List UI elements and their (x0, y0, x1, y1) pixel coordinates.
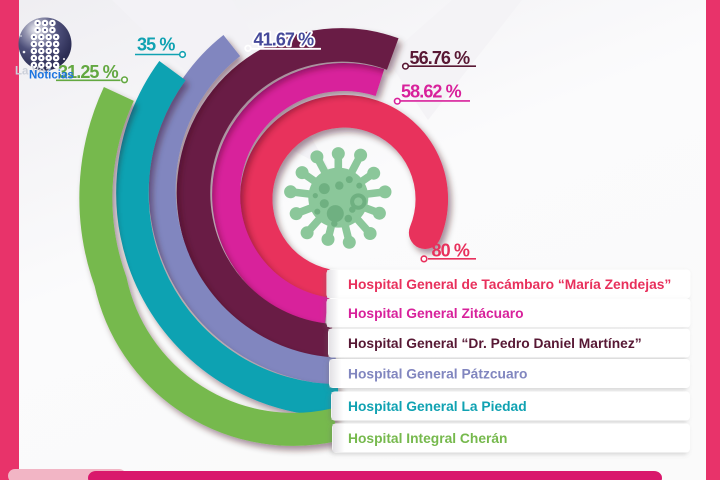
svg-text:La Voz: La Voz (15, 66, 51, 78)
svg-text:31.25 %: 31.25 % (58, 62, 119, 82)
svg-text:Noticias: Noticias (29, 70, 74, 82)
svg-text:41.67 %: 41.67 % (254, 30, 315, 50)
svg-text:80 %: 80 % (432, 241, 470, 261)
svg-text:Hospital General de Tacámbaro: Hospital General de Tacámbaro “María Zen… (348, 277, 671, 292)
svg-text:41.67 %: 41.67 % (254, 30, 315, 50)
svg-text:56.76 %: 56.76 % (410, 48, 471, 68)
svg-text:35 %: 35 % (137, 35, 175, 55)
svg-text:Hospital General La Piedad: Hospital General La Piedad (348, 399, 527, 414)
svg-text:Hospital General “Dr. Pedro Da: Hospital General “Dr. Pedro Daniel Martí… (348, 336, 642, 351)
svg-text:Hospital General Zitácuaro: Hospital General Zitácuaro (348, 306, 524, 321)
svg-text:58.62 %: 58.62 % (401, 82, 462, 102)
svg-text:Hospital Integral Cherán: Hospital Integral Cherán (348, 431, 507, 446)
svg-text:Hospital General Pátzcuaro: Hospital General Pátzcuaro (348, 367, 527, 382)
